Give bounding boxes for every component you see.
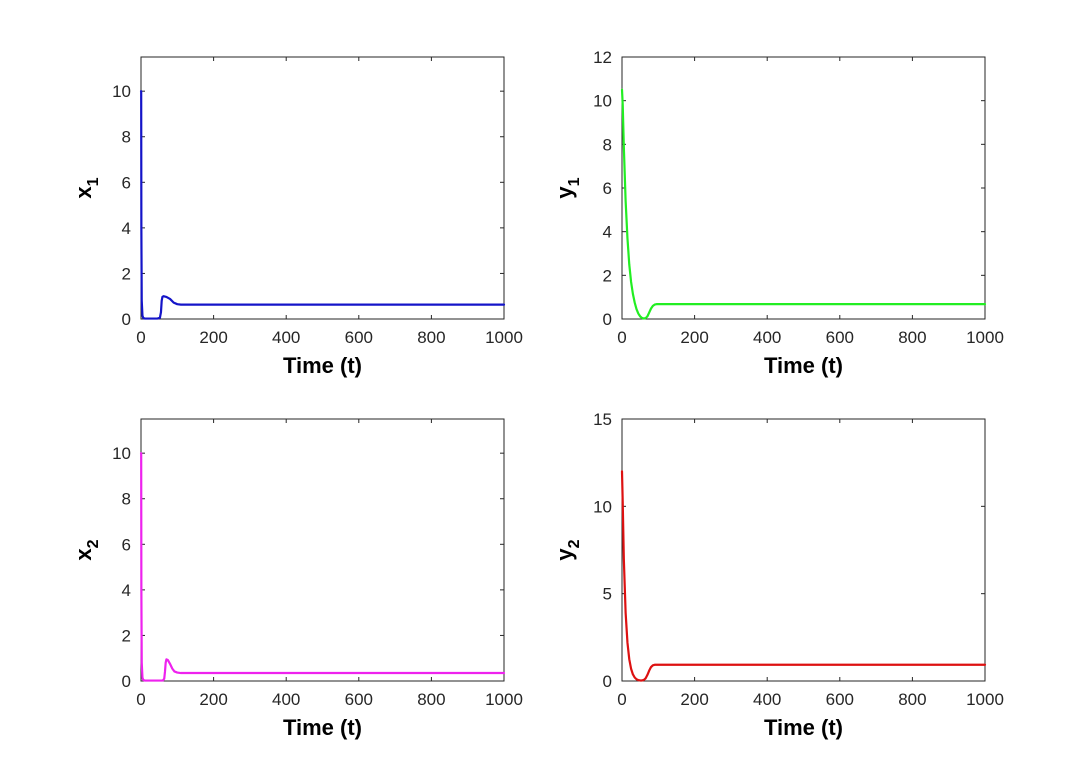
y-axis-label-y1: y1 — [552, 177, 583, 198]
y-tick-label-x1: 10 — [112, 82, 131, 101]
y-tick-label-x2: 6 — [122, 535, 131, 554]
x-tick-label-x2: 600 — [345, 690, 373, 709]
y-tick-label-x1: 8 — [122, 128, 131, 147]
y-tick-label-x1: 6 — [122, 173, 131, 192]
y-axis-label-main-x2: x — [71, 548, 96, 561]
y-axis-label-subscript-x1: 1 — [85, 177, 102, 186]
y-axis-label-x2: x2 — [71, 539, 102, 560]
y-tick-label-x1: 4 — [122, 219, 131, 238]
y-tick-label-y1: 0 — [603, 310, 612, 329]
y-tick-label-y1: 6 — [603, 179, 612, 198]
y-tick-label-y1: 4 — [603, 223, 612, 242]
x-tick-label-y2: 400 — [753, 690, 781, 709]
series-line-x1 — [139, 90, 506, 320]
y-tick-label-x1: 0 — [122, 310, 131, 329]
panel-y2: 0 200 400 600 800 1000 0 5 10 15 Time (t) y2 — [552, 410, 1004, 740]
x-tick-label-x1: 1000 — [485, 328, 523, 347]
y-tick-label-x1: 2 — [122, 264, 131, 283]
x-tick-label-x2: 400 — [272, 690, 300, 709]
series-line-y1 — [620, 88, 987, 320]
y-tick-label-x2: 8 — [122, 490, 131, 509]
y-tick-label-y2: 10 — [593, 497, 612, 516]
x-tick-label-x1: 200 — [199, 328, 227, 347]
x-tick-label-x2: 800 — [417, 690, 445, 709]
y-axis-label-x1: x1 — [71, 177, 102, 198]
x-tick-label-x2: 200 — [199, 690, 227, 709]
x-tick-label-x1: 600 — [345, 328, 373, 347]
x-tick-label-x2: 0 — [136, 690, 145, 709]
series-line-x2 — [139, 452, 506, 682]
y-axis-label-main-x1: x — [71, 186, 96, 199]
x-tick-label-y1: 600 — [826, 328, 854, 347]
x-tick-label-x2: 1000 — [485, 690, 523, 709]
plot-frame-y2 — [621, 418, 986, 682]
y-axis-label-subscript-x2: 2 — [85, 539, 102, 548]
plot-frame-y1 — [621, 56, 986, 320]
x-tick-label-y1: 0 — [617, 328, 626, 347]
y-tick-label-x2: 4 — [122, 581, 131, 600]
y-axis-label-main-y2: y — [552, 548, 577, 561]
y-tick-label-x2: 2 — [122, 626, 131, 645]
x-axis-label-x1: Time (t) — [283, 353, 362, 378]
x-tick-label-y1: 400 — [753, 328, 781, 347]
y-tick-label-y2: 5 — [603, 585, 612, 604]
x-tick-label-y1: 200 — [680, 328, 708, 347]
x-tick-label-y2: 800 — [898, 690, 926, 709]
y-tick-label-x2: 10 — [112, 444, 131, 463]
y-axis-label-y2: y2 — [552, 539, 583, 560]
plot-frame-x2 — [140, 418, 505, 682]
y-tick-label-y1: 10 — [593, 92, 612, 111]
y-axis-label-subscript-y2: 2 — [566, 539, 583, 548]
y-tick-label-y1: 8 — [603, 135, 612, 154]
y-tick-label-y1: 2 — [603, 266, 612, 285]
x-axis-label-x2: Time (t) — [283, 715, 362, 740]
x-tick-label-x1: 0 — [136, 328, 145, 347]
panel-y1: 0 200 400 600 800 1000 0 2 4 6 8 10 12 Time (t) y1 — [552, 48, 1004, 378]
y-axis-label-main-y1: y — [552, 186, 577, 199]
x-tick-label-y2: 600 — [826, 690, 854, 709]
series-line-y2 — [620, 470, 987, 682]
y-tick-label-x2: 0 — [122, 672, 131, 691]
x-axis-label-y2: Time (t) — [764, 715, 843, 740]
x-tick-label-y2: 200 — [680, 690, 708, 709]
x-axis-label-y1: Time (t) — [764, 353, 843, 378]
x-tick-label-y1: 1000 — [966, 328, 1004, 347]
x-tick-label-y2: 0 — [617, 690, 626, 709]
x-tick-label-y2: 1000 — [966, 690, 1004, 709]
y-tick-label-y2: 15 — [593, 410, 612, 429]
plot-frame-x1 — [140, 56, 505, 320]
x-tick-label-x1: 800 — [417, 328, 445, 347]
y-tick-label-y1: 12 — [593, 48, 612, 67]
x-tick-label-y1: 800 — [898, 328, 926, 347]
x-tick-label-x1: 400 — [272, 328, 300, 347]
y-tick-label-y2: 0 — [603, 672, 612, 691]
y-axis-label-subscript-y1: 1 — [566, 177, 583, 186]
panel-x1: 0 200 400 600 800 1000 0 2 4 6 8 10 Time (t) x1 — [71, 56, 523, 378]
